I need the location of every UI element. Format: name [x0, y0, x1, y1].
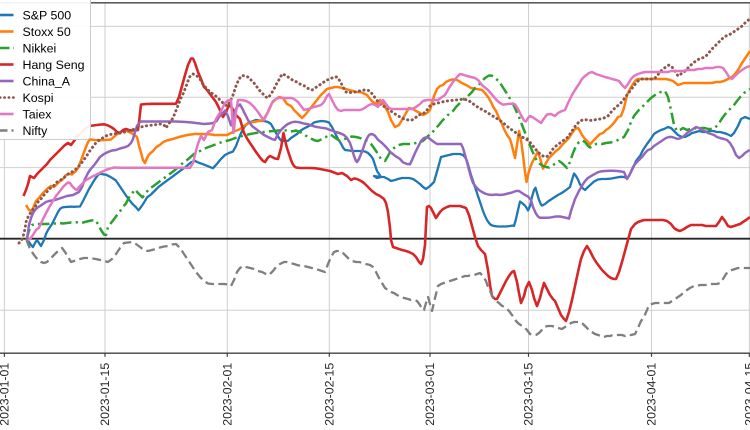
svg-text:2023-04-01: 2023-04-01 — [645, 363, 659, 426]
svg-text:Nikkei: Nikkei — [23, 41, 57, 55]
svg-text:2023-03-01: 2023-03-01 — [423, 363, 437, 426]
svg-text:China_A: China_A — [23, 74, 71, 88]
svg-text:Hang Seng: Hang Seng — [23, 58, 85, 72]
svg-text:2023-01-01: 2023-01-01 — [0, 363, 12, 426]
svg-text:2023-04-15: 2023-04-15 — [743, 363, 750, 426]
svg-text:S&P 500: S&P 500 — [23, 8, 72, 22]
svg-text:2023-01-15: 2023-01-15 — [98, 363, 112, 426]
svg-text:2023-02-01: 2023-02-01 — [221, 363, 235, 426]
svg-text:Kospi: Kospi — [23, 91, 54, 105]
svg-text:Stoxx 50: Stoxx 50 — [23, 25, 71, 39]
svg-text:Taiex: Taiex — [23, 107, 53, 121]
svg-text:2023-03-15: 2023-03-15 — [522, 363, 536, 426]
svg-text:Nifty: Nifty — [23, 124, 49, 138]
svg-text:2023-02-15: 2023-02-15 — [323, 363, 337, 426]
